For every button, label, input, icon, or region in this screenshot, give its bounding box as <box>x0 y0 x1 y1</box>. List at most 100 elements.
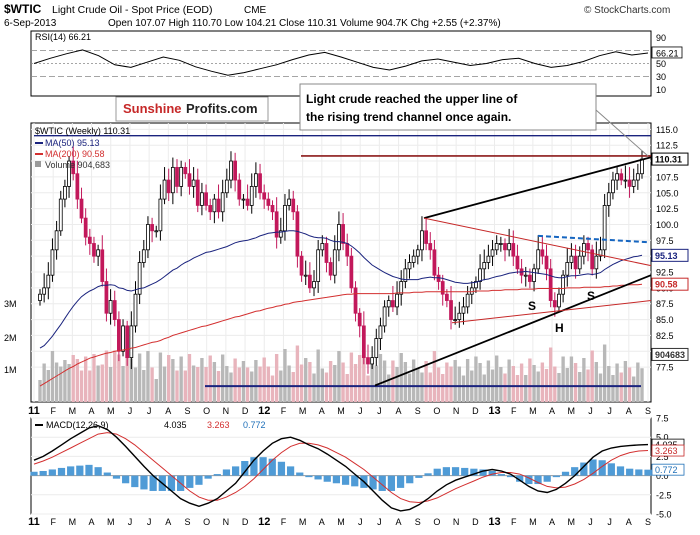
volume-bar <box>528 358 532 402</box>
candle-body <box>523 274 528 277</box>
volume-bar <box>391 360 395 402</box>
volume-bar <box>507 359 511 402</box>
macd-hist-bar <box>213 474 221 476</box>
close-price-tag: 110.31 <box>655 155 682 165</box>
candle-body <box>528 274 532 282</box>
annotation-line-2: the rising trend channel once again. <box>306 110 511 124</box>
price-tick-label: 102.5 <box>656 204 679 214</box>
macd-frame <box>30 417 652 515</box>
x-axis-label: 13 <box>488 405 500 417</box>
macd-axis: 7.5 5.0 2.5 0.0 -2.5 -5.0 <box>656 414 672 520</box>
candle-body <box>54 230 59 251</box>
volume-bar <box>287 365 291 402</box>
candle-body <box>341 224 345 244</box>
macd-hist-bar <box>534 475 542 485</box>
volume-bar <box>445 362 449 402</box>
x-axis-label: M <box>568 517 576 527</box>
x-axis-label: M <box>69 517 77 527</box>
x-axis-label: M <box>299 517 307 527</box>
candle-body <box>457 312 462 320</box>
hist-legend-value: 0.772 <box>243 420 266 430</box>
macd-hist-bar <box>635 469 643 476</box>
volume-bar <box>441 374 445 402</box>
candle-body <box>449 300 453 320</box>
x-axis-label: J <box>607 517 612 527</box>
macd-hist-bar <box>378 475 386 491</box>
macd-hist-bar <box>323 475 331 482</box>
x-axis-label: M <box>337 517 345 527</box>
volume-bar <box>553 366 557 402</box>
volume-bar <box>283 349 287 402</box>
volume-bar <box>262 357 266 402</box>
volume-bar <box>108 367 113 402</box>
red-support-line <box>451 300 652 324</box>
volume-bar <box>602 344 607 402</box>
volume-bar <box>96 365 100 402</box>
macd-hist-bar <box>461 467 469 476</box>
candle-body <box>212 198 217 213</box>
rsi-tick-label: 10 <box>656 85 666 95</box>
x-axis-label: J <box>377 517 382 527</box>
volume-bar <box>129 358 134 402</box>
macd-hist-bar <box>580 462 588 476</box>
candle-body <box>249 186 254 206</box>
volume-bar <box>374 365 378 402</box>
macd-hist-bar <box>39 470 47 476</box>
x-axis-label: A <box>626 517 632 527</box>
candle-body <box>586 243 590 251</box>
macd-tag-label: 0.772 <box>655 465 678 475</box>
candles <box>38 146 644 374</box>
x-axis-label: J <box>588 517 593 527</box>
candle-body <box>216 198 221 213</box>
candle-body <box>245 198 250 206</box>
macd-hist-bar <box>94 467 102 476</box>
candle-body <box>486 255 491 263</box>
candle-body <box>552 300 557 308</box>
volume-bar <box>212 362 217 402</box>
candle-body <box>428 243 433 251</box>
candle-body <box>411 255 416 263</box>
rsi-tick-label: 50 <box>656 59 666 69</box>
macd-tick-label: -2.5 <box>656 490 672 500</box>
volume-bar <box>615 363 619 402</box>
candle-body <box>162 179 167 200</box>
macd-hist-bar <box>598 460 606 476</box>
x-axis-label: D <box>242 406 249 416</box>
candle-body <box>87 236 92 244</box>
macd-tick-label: 7.5 <box>656 414 669 424</box>
volume-bar <box>229 372 233 402</box>
volume-bar <box>92 354 96 402</box>
x-axis-label: S <box>184 517 190 527</box>
macd-hist-bar <box>516 475 524 482</box>
volume-bar <box>345 374 349 402</box>
x-axis-label: D <box>472 406 479 416</box>
candle-body <box>619 173 624 181</box>
volume-bar <box>241 361 246 402</box>
volume-bar <box>88 370 92 402</box>
x-axis-label: 13 <box>488 516 500 528</box>
macd-hist-bar <box>589 459 597 476</box>
candle-body <box>548 268 553 301</box>
macd-hist-bar <box>76 465 84 476</box>
macd-panel: 7.5 5.0 2.5 0.0 -2.5 -5.0 4.035 3.263 0.772 MAC… <box>30 414 685 520</box>
macd-hist-bar <box>30 471 38 476</box>
candle-body <box>278 230 283 238</box>
candle-body <box>108 300 113 314</box>
x-axis-label: D <box>472 517 479 527</box>
macd-hist-bar <box>442 467 450 476</box>
candle-body <box>63 186 67 200</box>
x-axis-label: 12 <box>258 405 270 417</box>
x-axis-label: J <box>588 406 593 416</box>
price-tick-label: 87.5 <box>656 299 674 309</box>
candle-body <box>179 166 184 187</box>
price-panel: 115.0112.5110.0107.5105.0102.5100.097.59… <box>4 122 689 403</box>
x-axis-label: O <box>203 517 210 527</box>
price-legend-title: $WTIC (Weekly) 110.31 <box>35 126 130 136</box>
candle-body <box>615 173 619 181</box>
price-tick-label: 100.0 <box>656 220 679 230</box>
volume-price-tag-box <box>651 347 689 361</box>
volume-bar <box>225 366 229 402</box>
date-label: 6-Sep-2013 <box>4 18 57 29</box>
